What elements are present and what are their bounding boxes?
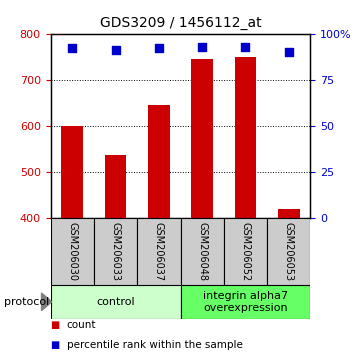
Bar — [51, 285, 180, 319]
Point — [243, 44, 248, 49]
Text: GSM206037: GSM206037 — [154, 222, 164, 281]
Text: GSM206053: GSM206053 — [284, 222, 294, 281]
Bar — [137, 218, 180, 285]
Text: ■: ■ — [51, 320, 60, 330]
Text: protocol: protocol — [4, 297, 49, 307]
Bar — [180, 218, 224, 285]
Text: GSM206030: GSM206030 — [67, 222, 77, 281]
Bar — [191, 59, 213, 218]
Point — [113, 47, 118, 53]
Text: GSM206033: GSM206033 — [110, 222, 121, 281]
Bar — [94, 218, 137, 285]
Point — [199, 44, 205, 49]
Bar — [148, 105, 170, 218]
Text: control: control — [96, 297, 135, 307]
Bar — [105, 155, 126, 218]
Text: GSM206052: GSM206052 — [240, 222, 251, 281]
Text: GDS3209 / 1456112_at: GDS3209 / 1456112_at — [100, 16, 261, 30]
Polygon shape — [42, 293, 52, 311]
Text: ■: ■ — [51, 340, 60, 350]
Point — [69, 46, 75, 51]
Bar — [267, 218, 310, 285]
Point — [286, 49, 292, 55]
Text: count: count — [67, 320, 96, 330]
Bar — [51, 218, 94, 285]
Text: GSM206048: GSM206048 — [197, 222, 207, 281]
Bar — [278, 209, 300, 218]
Bar — [180, 285, 310, 319]
Text: percentile rank within the sample: percentile rank within the sample — [67, 340, 243, 350]
Bar — [235, 57, 256, 218]
Point — [156, 46, 162, 51]
Bar — [61, 126, 83, 218]
Text: integrin alpha7
overexpression: integrin alpha7 overexpression — [203, 291, 288, 313]
Bar — [224, 218, 267, 285]
